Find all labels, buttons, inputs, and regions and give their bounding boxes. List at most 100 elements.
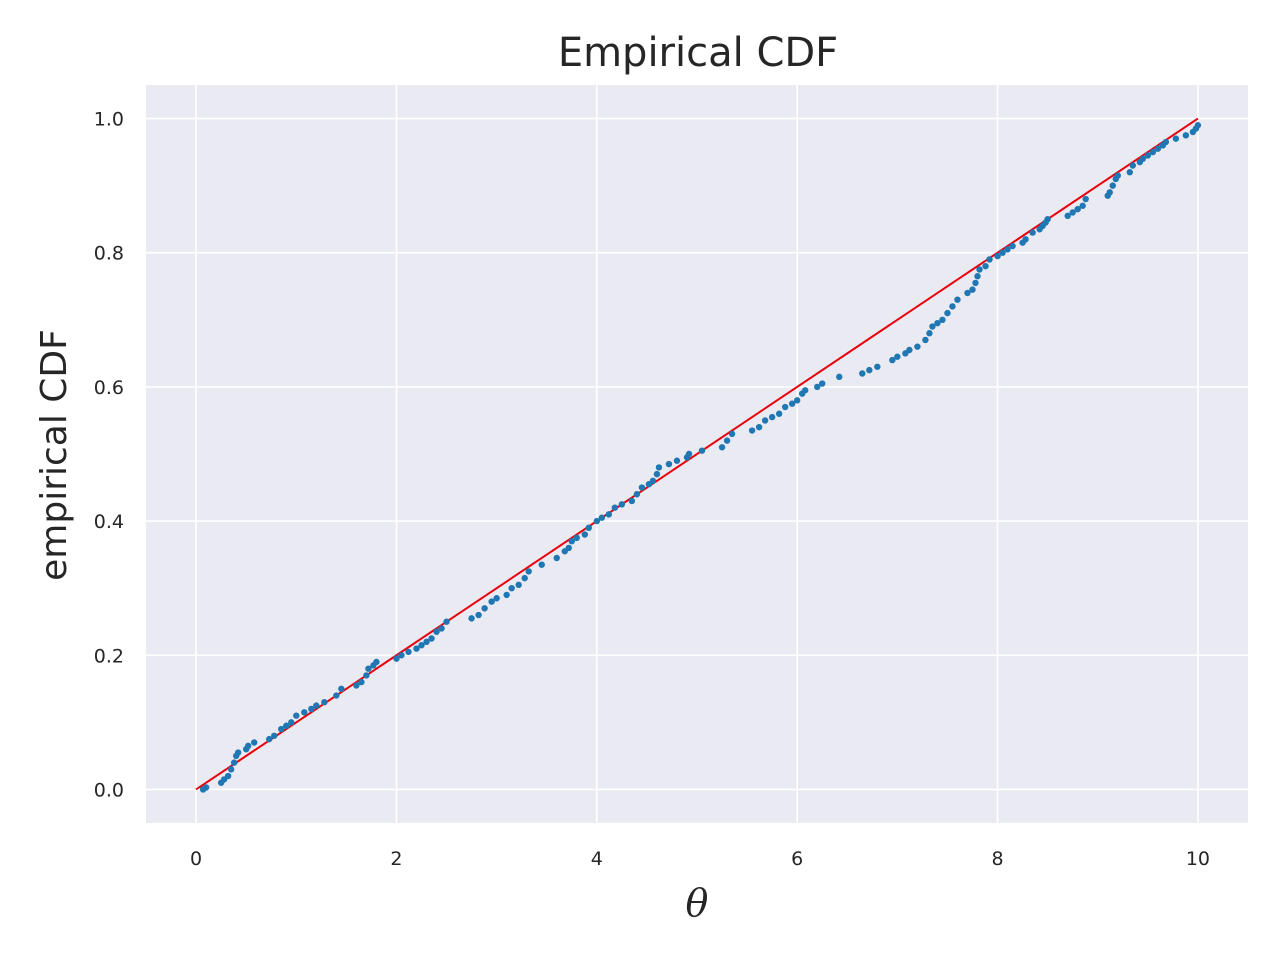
y-tick-label: 1.0 [94,109,124,131]
data-point [373,658,380,666]
data-point [982,262,989,270]
data-point [906,346,913,354]
data-point [894,353,901,360]
data-point [781,403,789,411]
data-point [598,514,606,521]
y-axis-label: empirical CDF [34,329,75,581]
grid-lines [146,85,1248,823]
data-point [653,470,661,478]
data-point [1139,155,1147,162]
data-point [638,484,646,491]
data-point [224,772,232,780]
data-point [1064,212,1071,220]
data-point [655,464,663,471]
data-point [859,370,866,377]
data-point [1009,242,1016,250]
data-point [649,477,657,485]
data-point [1154,145,1162,152]
tick-labels: 0 2 4 6 8 10 0.0 0.2 0.4 0.6 0.8 1.0 [94,109,1210,870]
data-point [986,256,993,263]
data-point [969,286,976,293]
data-point [698,447,706,454]
data-point [278,725,285,733]
data-point [593,517,601,525]
y-tick-label: 0.4 [94,511,124,533]
y-tick-label: 0.2 [94,645,124,667]
data-point [665,460,673,468]
data-point [618,501,626,508]
data-point [889,356,896,364]
data-point [515,581,522,589]
x-tick-label: 4 [591,848,603,870]
data-point [301,709,308,716]
data-point [468,615,475,622]
chart-title: Empirical CDF [558,30,838,76]
data-point [358,678,365,686]
x-tick-label: 0 [190,848,202,870]
data-point [365,665,372,672]
data-point [976,266,983,273]
data-point [393,655,400,662]
data-point [934,319,941,327]
data-point [321,699,328,706]
data-point [1149,148,1157,156]
data-point [293,712,300,719]
data-point [926,330,933,337]
data-point [234,749,242,756]
data-point [994,252,1001,260]
data-point [755,423,763,431]
data-point [244,742,252,750]
data-point [801,387,809,394]
data-point [428,635,435,642]
data-point [433,628,440,635]
data-point [605,511,613,518]
data-point [266,735,273,743]
data-point [1022,236,1029,243]
data-point [521,574,528,582]
data-point [1029,229,1036,236]
data-point [1109,182,1116,189]
data-point [481,605,488,612]
data-point [793,397,801,404]
data-point [271,732,278,739]
data-point [1074,205,1081,213]
data-point [418,642,425,649]
data-point [438,625,445,632]
data-point [972,279,979,287]
data-point [488,598,495,605]
data-point [283,722,290,729]
data-point [1082,195,1089,203]
data-point [673,457,681,464]
data-point [819,380,826,387]
data-point [413,645,420,652]
data-point [250,739,258,746]
data-point [633,491,641,498]
data-point [949,303,956,310]
data-point [922,336,929,344]
data-point [1114,172,1121,179]
data-point [288,719,295,726]
data-point [227,766,235,773]
data-point [353,682,360,689]
data-point [1172,135,1180,142]
data-point [1079,202,1086,209]
data-point [866,366,873,374]
data-point [914,343,921,350]
data-point [333,692,340,699]
data-point [1129,162,1136,169]
data-point [338,685,345,693]
data-point [814,383,821,391]
data-point [573,534,580,542]
data-point [1194,122,1202,129]
data-point [761,417,769,424]
data-point [723,437,731,444]
data-point [944,309,951,317]
data-point [1069,209,1076,216]
x-tick-label: 6 [791,848,803,870]
data-point [1106,189,1113,196]
data-point [568,538,575,545]
data-point [1126,169,1133,176]
data-point [628,497,636,505]
y-tick-label: 0.0 [94,779,124,801]
data-point [999,249,1006,256]
